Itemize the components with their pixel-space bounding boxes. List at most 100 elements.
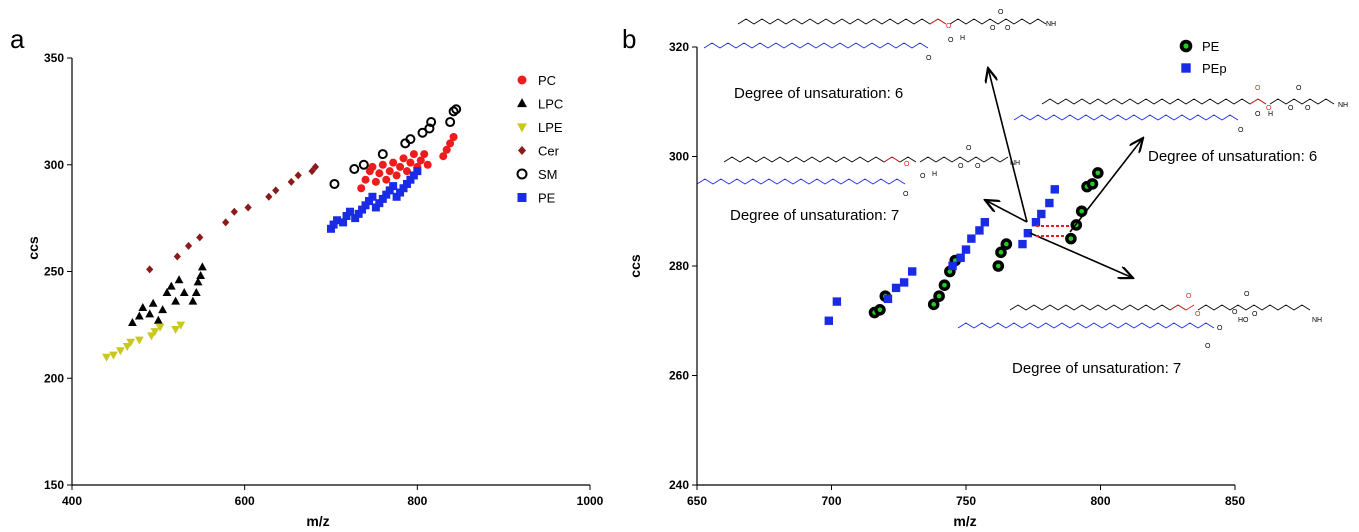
data-point-lpc xyxy=(191,288,201,297)
data-point-pe xyxy=(389,182,398,191)
data-point-lpc xyxy=(166,281,176,290)
y-tick-label: 300 xyxy=(44,158,64,172)
data-point-lpe xyxy=(134,336,144,345)
panel-a-legend: PC LPC LPE Cer SM PE xyxy=(516,73,563,206)
x-tick-label: 600 xyxy=(235,494,255,508)
series-lpe xyxy=(102,321,186,362)
svg-text:O: O xyxy=(948,37,954,44)
data-point-cer xyxy=(184,241,193,250)
data-point-pc xyxy=(385,167,394,176)
data-point-pe xyxy=(364,197,373,206)
data-point-pc xyxy=(442,145,451,154)
svg-text:O: O xyxy=(990,25,996,32)
svg-text:O: O xyxy=(903,191,909,198)
data-point-sm xyxy=(405,134,416,145)
data-point-pe xyxy=(399,184,408,193)
data-point-lpc xyxy=(179,288,189,297)
data-point-pe xyxy=(345,207,354,216)
data-point-pc xyxy=(420,150,429,159)
data-point-pep xyxy=(1018,239,1027,249)
data-point-pep xyxy=(908,267,917,276)
data-point-pe xyxy=(351,214,360,223)
y-tick-label: 300 xyxy=(669,150,689,164)
y-tick-label: 200 xyxy=(44,371,64,385)
svg-text:O: O xyxy=(975,163,981,170)
data-point-lpe xyxy=(126,338,136,347)
data-point-pc xyxy=(361,175,370,184)
panel-a-x-title: m/z xyxy=(306,513,329,529)
data-point-cer xyxy=(294,171,302,180)
svg-text:O: O xyxy=(1195,311,1201,318)
x-tick-label: 750 xyxy=(956,494,976,508)
data-point-lpe xyxy=(171,325,180,334)
data-point-lpe xyxy=(150,328,160,337)
x-tick-label: 400 xyxy=(62,494,82,508)
series-pep xyxy=(824,185,1059,325)
svg-text:O: O xyxy=(1217,325,1223,332)
arrow-bottom xyxy=(1029,232,1133,278)
x-tick-label: 800 xyxy=(1090,494,1110,508)
y-tick-label: 320 xyxy=(669,40,689,54)
data-point-cer xyxy=(196,233,204,242)
data-point-pc xyxy=(371,177,380,186)
data-point-sm xyxy=(445,117,456,128)
svg-text:H: H xyxy=(932,171,937,178)
data-point-pe xyxy=(413,167,422,176)
svg-text:O: O xyxy=(966,145,972,152)
data-point-pe xyxy=(933,290,945,302)
panel-b-legend: PE PEp xyxy=(1179,39,1227,76)
svg-text:O: O xyxy=(1238,127,1244,134)
annotation-4: Degree of unsaturation: 7 xyxy=(1012,360,1181,377)
data-point-pep xyxy=(948,261,957,271)
svg-text:NH: NH xyxy=(1046,21,1056,28)
series-pe xyxy=(327,167,422,233)
svg-text:O: O xyxy=(998,9,1004,16)
svg-text:HO: HO xyxy=(1238,317,1249,324)
data-point-pc xyxy=(439,152,448,161)
data-point-cer xyxy=(287,177,295,186)
legend-label-pc: PC xyxy=(538,73,556,88)
structure-top: O O O O NH O O H xyxy=(703,9,1056,62)
legend-label-cer: Cer xyxy=(538,144,560,159)
data-point-pc xyxy=(402,167,411,176)
data-point-pe xyxy=(992,260,1005,272)
data-point-pc xyxy=(446,139,455,148)
data-point-pe xyxy=(409,171,418,180)
data-point-pe xyxy=(361,201,370,210)
data-point-lpc xyxy=(158,305,168,314)
data-point-cer xyxy=(311,162,320,171)
panel-b-y-ticks: 240 260 280 300 320 xyxy=(669,40,697,492)
data-point-cer xyxy=(265,192,273,201)
annotation-2: Degree of unsaturation: 7 xyxy=(730,207,899,224)
arrow-right xyxy=(1069,138,1143,233)
data-point-pep xyxy=(975,226,984,235)
data-point-pep xyxy=(891,283,901,293)
legend-label-pe: PE xyxy=(1202,39,1220,54)
svg-text:O: O xyxy=(1232,309,1238,316)
data-point-lpc xyxy=(171,296,180,305)
data-point-pe xyxy=(371,203,380,212)
panel-b-y-title: ccs xyxy=(627,254,643,278)
panel-b-x-title: m/z xyxy=(953,513,976,529)
svg-text:H: H xyxy=(1268,111,1273,118)
data-point-pep xyxy=(967,234,976,243)
panel-b-x-ticks: 650 700 750 800 850 xyxy=(687,485,1245,508)
data-point-pep xyxy=(1045,198,1054,208)
data-point-pe xyxy=(1092,167,1104,179)
svg-text:O: O xyxy=(904,161,910,168)
data-point-sm xyxy=(358,159,369,170)
data-point-lpc xyxy=(188,296,198,305)
data-point-lpc xyxy=(174,275,184,284)
data-point-pep xyxy=(1023,228,1033,238)
svg-text:O: O xyxy=(1296,85,1302,92)
data-point-lpc xyxy=(193,277,203,286)
legend-marker-pep xyxy=(1181,63,1191,73)
data-point-cer xyxy=(222,218,230,227)
data-point-lpc xyxy=(145,309,155,318)
data-point-pe xyxy=(406,175,415,184)
annotation-1: Degree of unsaturation: 6 xyxy=(734,85,903,102)
data-point-lpc xyxy=(153,315,163,324)
svg-text:O: O xyxy=(1255,111,1261,118)
panel-b: b 240 260 280 300 320 650 700 750 800 850 m/z cc… xyxy=(622,9,1348,529)
